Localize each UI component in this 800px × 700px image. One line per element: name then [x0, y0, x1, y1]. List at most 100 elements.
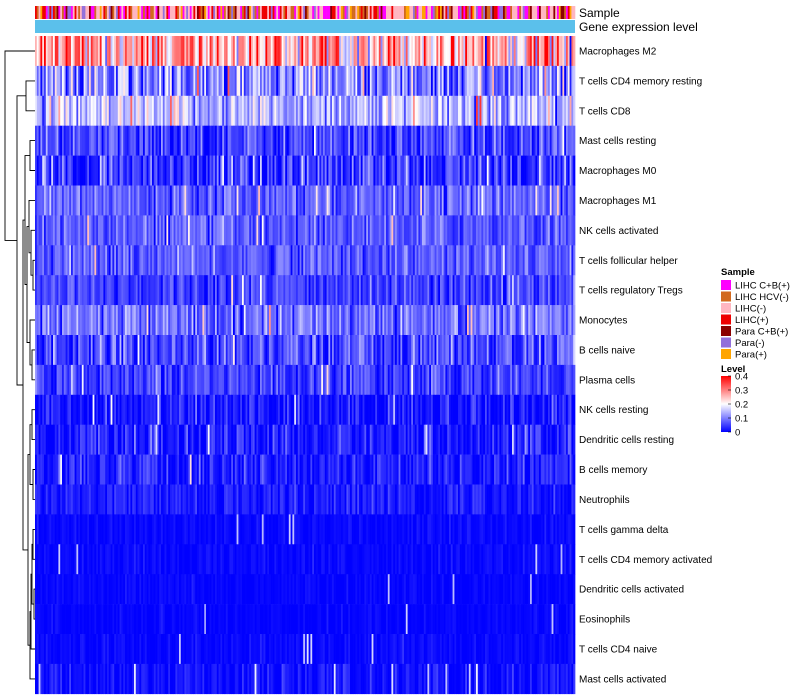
heatmap-cell — [423, 155, 426, 186]
sample-cell — [490, 6, 493, 19]
heatmap-cell — [60, 245, 63, 276]
heatmap-cell — [551, 424, 554, 455]
heatmap-cell — [548, 215, 551, 246]
heatmap-cell — [386, 245, 389, 276]
heatmap-cell — [254, 95, 257, 126]
heatmap-cell — [42, 454, 45, 485]
heatmap-cell — [200, 335, 203, 366]
heatmap-cell — [481, 275, 484, 306]
heatmap-cell — [260, 454, 263, 485]
heatmap-cell — [551, 215, 554, 246]
heatmap-cell — [375, 335, 378, 366]
heatmap-cell — [263, 155, 266, 186]
sample-cell — [330, 6, 333, 19]
heatmap-cell — [314, 305, 317, 336]
heatmap-cell — [443, 95, 446, 126]
heatmap-cell — [236, 484, 239, 515]
heatmap-cell — [103, 215, 106, 246]
sample-cell — [206, 6, 209, 19]
heatmap-cell — [535, 185, 538, 216]
heatmap-cell — [135, 245, 138, 276]
heatmap-cell — [108, 394, 111, 425]
heatmap-cell — [371, 364, 374, 396]
heatmap-cell — [548, 95, 551, 126]
heatmap-cell — [175, 65, 178, 97]
heatmap-cell — [252, 484, 255, 515]
heatmap-cell — [251, 424, 254, 455]
heatmap-cell — [353, 185, 356, 216]
sample-cell — [207, 6, 210, 19]
heatmap-cell — [135, 335, 138, 366]
heatmap-cell — [114, 305, 117, 336]
heatmap-cell — [200, 305, 203, 336]
heatmap-cell — [398, 215, 401, 246]
heatmap-cell — [413, 65, 416, 97]
heatmap-cell — [270, 125, 273, 156]
sample-cell — [179, 6, 182, 19]
heatmap-cell — [117, 65, 120, 97]
heatmap-cell — [116, 394, 119, 425]
heatmap-cell — [99, 424, 102, 455]
heatmap-cell — [337, 305, 340, 336]
heatmap-cell — [294, 245, 297, 276]
heatmap-cell — [537, 335, 540, 366]
heatmap-cell — [159, 394, 162, 425]
sample-cell — [161, 6, 164, 19]
heatmap-cell — [242, 424, 245, 455]
heatmap-cell — [216, 454, 219, 485]
heatmap-cell — [333, 215, 336, 246]
heatmap-cell — [290, 215, 293, 246]
heatmap-cell — [85, 484, 88, 515]
heatmap-cell — [231, 275, 234, 306]
heatmap-cell — [441, 305, 444, 336]
heatmap-cell — [321, 275, 324, 306]
heatmap-cell — [299, 305, 302, 336]
sample-cell — [472, 6, 475, 19]
heatmap-cell — [333, 155, 336, 186]
heatmap-cell — [279, 275, 282, 306]
heatmap-cell — [94, 424, 97, 455]
heatmap-cell — [215, 36, 218, 67]
heatmap-cell — [90, 364, 93, 396]
heatmap-cell — [60, 95, 63, 126]
heatmap-cell — [134, 454, 137, 485]
heatmap-cell — [125, 215, 128, 246]
heatmap-cell — [303, 245, 306, 276]
heatmap-cell — [290, 364, 293, 396]
heatmap-cell — [71, 424, 74, 455]
heatmap-cell — [170, 484, 173, 515]
heatmap-cell — [479, 36, 482, 67]
heatmap-cell — [123, 215, 126, 246]
heatmap-cell — [522, 36, 525, 67]
sample-cell — [74, 6, 77, 19]
heatmap-cell — [515, 125, 518, 156]
heatmap-cell — [159, 65, 162, 97]
heatmap-cell — [164, 305, 167, 336]
heatmap-cell — [398, 155, 401, 186]
sample-cell — [123, 6, 126, 19]
heatmap-cell — [339, 484, 342, 515]
heatmap-cell — [51, 275, 54, 306]
heatmap-cell — [279, 305, 282, 336]
heatmap-cell — [315, 275, 318, 306]
heatmap-cell — [411, 36, 414, 67]
heatmap-cell — [492, 125, 495, 156]
heatmap-cell — [254, 484, 257, 515]
heatmap-cell — [324, 335, 327, 366]
heatmap-cell — [564, 215, 567, 246]
heatmap-cell — [243, 335, 246, 366]
sample-cell — [272, 6, 275, 19]
heatmap-cell — [382, 454, 385, 485]
heatmap-cell — [315, 454, 318, 485]
heatmap-cell — [132, 95, 135, 126]
heatmap-cell — [303, 125, 306, 156]
heatmap-cell — [92, 36, 95, 67]
heatmap-cell — [179, 65, 182, 97]
heatmap-cell — [299, 245, 302, 276]
heatmap-cell — [137, 185, 140, 216]
heatmap-cell — [114, 245, 117, 276]
heatmap-cell — [128, 215, 131, 246]
heatmap-cell — [274, 364, 277, 396]
heatmap-cell — [360, 95, 363, 126]
heatmap-cell — [506, 454, 509, 485]
